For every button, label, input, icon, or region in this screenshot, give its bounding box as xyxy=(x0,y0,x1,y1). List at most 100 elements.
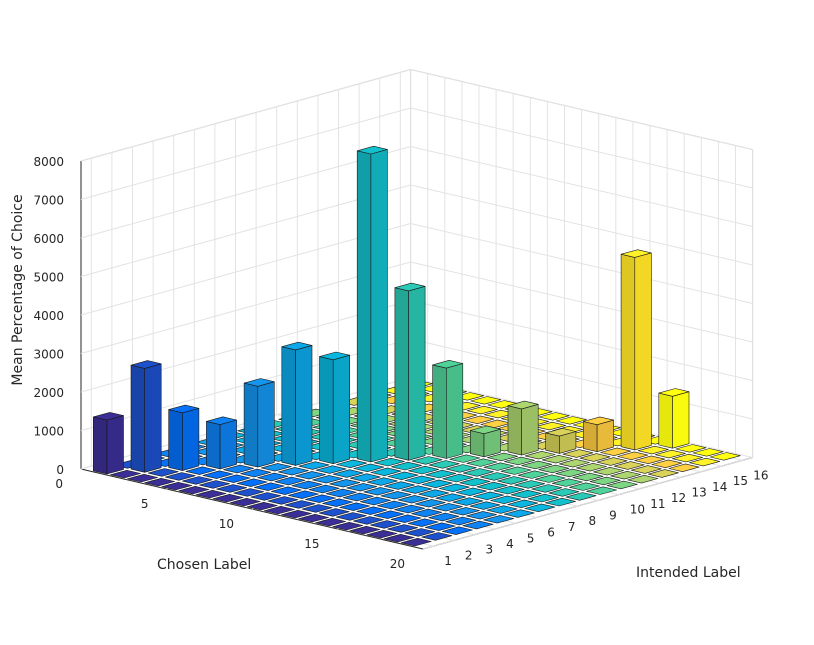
bar xyxy=(517,470,549,479)
bar-face-top xyxy=(349,525,381,535)
bar-face-top xyxy=(486,505,518,514)
bar-face-top xyxy=(470,396,502,405)
bar-face-top xyxy=(281,341,313,351)
bar-face-top xyxy=(168,404,200,414)
bar-face-top xyxy=(253,482,285,491)
bar xyxy=(223,464,254,474)
x-tick-label: 5 xyxy=(141,497,149,511)
bar xyxy=(487,452,518,462)
bar-face-top xyxy=(431,503,463,512)
bar-face-top xyxy=(319,351,351,361)
bar xyxy=(253,482,285,491)
bar-face-top xyxy=(315,465,347,474)
tick-labels: 0100020003000400050006000700080000510152… xyxy=(33,155,768,571)
z-tick-label: 4000 xyxy=(33,309,64,323)
z-tick-label: 0 xyxy=(56,463,64,477)
bar-face-top xyxy=(555,416,587,425)
bar-face-top xyxy=(356,506,388,515)
bar xyxy=(452,497,484,506)
bar xyxy=(445,464,477,473)
bar xyxy=(442,473,474,483)
x-tick-label: 20 xyxy=(390,557,405,571)
bar xyxy=(555,468,587,478)
bar-face-top xyxy=(332,469,364,478)
bar xyxy=(521,460,553,470)
bar-face-top xyxy=(527,493,559,503)
bar-face-top xyxy=(558,458,590,468)
bar-face-top xyxy=(462,520,494,530)
z-tick-label: 7000 xyxy=(33,194,64,208)
bar xyxy=(318,508,350,517)
bar-face-top xyxy=(521,460,553,470)
bar xyxy=(555,416,587,425)
bar xyxy=(397,495,429,504)
x-gridline-floor xyxy=(422,456,753,550)
bar xyxy=(672,453,703,463)
bar-face-side xyxy=(483,428,501,458)
bar xyxy=(689,457,721,467)
bar-face-top xyxy=(182,476,213,485)
bar-face-top xyxy=(233,488,265,497)
bar xyxy=(596,457,628,466)
bar-face-top xyxy=(411,456,443,465)
bar xyxy=(583,416,614,453)
bar-face-top xyxy=(267,496,299,505)
bar xyxy=(576,462,607,472)
bar-face-top xyxy=(586,486,618,495)
bar xyxy=(510,489,542,499)
bar xyxy=(260,463,292,472)
bar xyxy=(202,470,234,479)
bar xyxy=(370,467,402,477)
bar-face-top xyxy=(397,495,429,504)
bar xyxy=(524,503,556,513)
bar-face-front xyxy=(168,409,183,471)
bar xyxy=(466,405,498,415)
bar-face-front xyxy=(130,364,145,473)
bar xyxy=(295,471,326,480)
bar-face-side xyxy=(521,403,539,456)
bar-face-top xyxy=(507,499,539,509)
bar xyxy=(408,465,440,475)
bar-face-front xyxy=(469,430,485,458)
z-gridline-left xyxy=(80,107,411,200)
bar xyxy=(497,476,529,485)
bar-face-top xyxy=(305,494,337,503)
bar-face-top xyxy=(236,478,268,487)
bar-face-top xyxy=(675,444,707,453)
bar-face-top xyxy=(387,471,419,481)
bar-face-side xyxy=(295,345,313,466)
bar-face-front xyxy=(319,356,334,465)
bar-face-top xyxy=(630,465,662,474)
bar xyxy=(206,416,237,470)
bar xyxy=(435,493,467,502)
bar-face-top xyxy=(610,470,642,480)
bar xyxy=(535,421,567,431)
bar xyxy=(110,469,141,479)
bar-face-top xyxy=(295,471,326,480)
bar xyxy=(168,404,200,471)
bar xyxy=(377,500,408,510)
bar xyxy=(617,451,649,461)
bar xyxy=(647,469,679,478)
bar-face-top xyxy=(199,480,230,489)
bar-face-top xyxy=(593,466,625,476)
bar xyxy=(373,457,405,467)
bar xyxy=(658,388,690,449)
bar-face-top xyxy=(284,500,316,509)
bar xyxy=(531,484,563,493)
bar-face-top xyxy=(672,453,703,463)
bar-face-top xyxy=(370,520,401,529)
bar-face-top xyxy=(579,453,611,462)
bar-face-top xyxy=(318,508,350,517)
bar-face-side xyxy=(144,363,162,473)
bar-face-top xyxy=(562,449,594,458)
bar xyxy=(500,466,532,475)
z-tick-label: 8000 xyxy=(33,155,64,169)
bar-face-top xyxy=(363,487,395,496)
bar-face-top xyxy=(455,487,487,497)
bar-face-front xyxy=(658,392,673,449)
bar xyxy=(349,473,381,482)
bar xyxy=(480,472,511,481)
bar-face-top xyxy=(212,493,244,503)
bar xyxy=(538,412,570,421)
